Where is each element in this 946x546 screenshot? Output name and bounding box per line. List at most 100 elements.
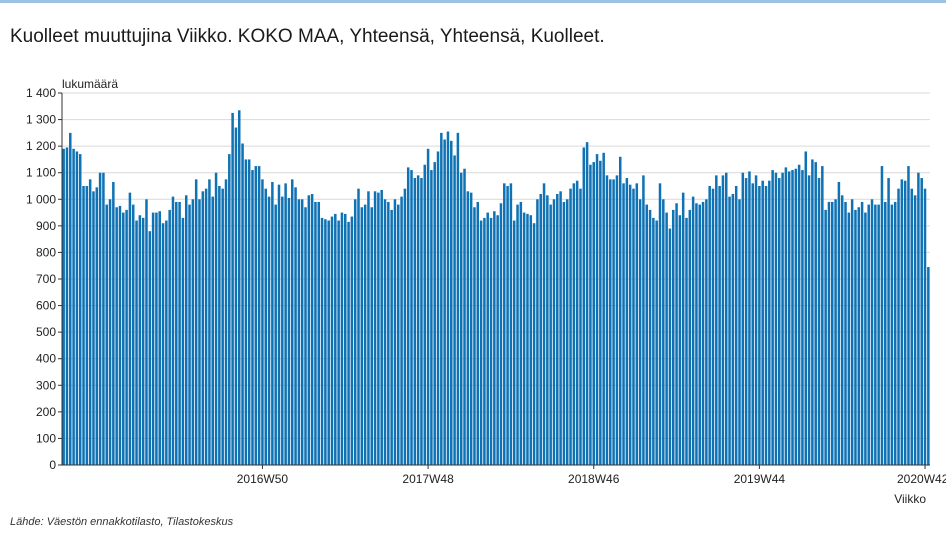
- bar: [781, 172, 784, 465]
- bar: [542, 183, 546, 465]
- bar: [744, 178, 748, 465]
- bar: [175, 201, 178, 465]
- bar: [433, 162, 436, 465]
- bar: [466, 191, 470, 465]
- bar: [128, 192, 132, 465]
- bar: [857, 207, 861, 465]
- bar: [251, 170, 254, 465]
- bar: [347, 221, 350, 465]
- bar: [304, 207, 307, 465]
- bar: [122, 212, 125, 465]
- bar: [489, 217, 493, 465]
- bar: [569, 188, 572, 465]
- bar: [390, 209, 393, 465]
- bar: [357, 188, 360, 465]
- bar: [493, 211, 496, 465]
- bar: [151, 212, 155, 465]
- bar: [363, 204, 367, 465]
- bar: [907, 166, 910, 465]
- bar: [844, 201, 847, 465]
- bar: [638, 199, 642, 466]
- bar: [436, 151, 440, 465]
- bar: [768, 180, 771, 465]
- bar: [257, 166, 261, 465]
- bar: [761, 180, 764, 465]
- bar: [367, 191, 370, 465]
- bar: [506, 186, 509, 465]
- bar: [854, 209, 857, 465]
- bar: [300, 199, 304, 466]
- y-tick-label: 600: [36, 299, 56, 313]
- bar: [78, 154, 82, 466]
- bar: [668, 228, 672, 465]
- bar: [423, 164, 427, 466]
- bar: [191, 199, 195, 466]
- bar: [708, 186, 711, 465]
- bar: [75, 151, 79, 465]
- bar: [397, 204, 400, 465]
- bar: [244, 159, 248, 465]
- bar: [675, 203, 678, 465]
- bar: [456, 132, 460, 466]
- bar: [814, 162, 817, 465]
- bar: [559, 191, 562, 465]
- bar: [754, 175, 758, 465]
- bar: [453, 155, 456, 465]
- bar: [287, 197, 291, 465]
- bar: [778, 178, 781, 465]
- axes: 0 100 200 300 400 500 600 700 800 900 1 000 1 100 1 …: [26, 86, 946, 486]
- bar: [784, 167, 788, 465]
- bar: [420, 178, 423, 465]
- bar: [877, 204, 880, 465]
- bar: [685, 217, 688, 465]
- bar: [556, 193, 559, 465]
- bar-chart: 0 100 200 300 400 500 600 700 800 900 1 000 1 100 1 …: [26, 77, 946, 506]
- bar: [748, 171, 751, 465]
- bar: [277, 184, 281, 466]
- bar: [234, 127, 238, 465]
- bar: [579, 188, 582, 465]
- bar: [509, 183, 513, 465]
- bar: [734, 186, 738, 465]
- bar: [155, 212, 158, 465]
- bar: [340, 212, 344, 465]
- bar: [711, 188, 715, 465]
- bar: [387, 201, 390, 465]
- bar: [430, 170, 433, 465]
- bar: [688, 209, 692, 465]
- bar: [612, 179, 615, 466]
- bar: [516, 204, 519, 465]
- bar: [400, 196, 403, 465]
- bar: [595, 154, 599, 466]
- bar: [725, 172, 728, 465]
- bar: [522, 212, 526, 465]
- bar: [377, 192, 380, 465]
- bar: [310, 193, 314, 465]
- bar: [483, 217, 486, 465]
- bar: [893, 201, 897, 465]
- bar: [125, 209, 128, 465]
- bars: [62, 110, 930, 466]
- bar: [698, 204, 701, 465]
- y-tick-label: 1 000: [26, 192, 56, 206]
- bar: [237, 110, 241, 466]
- bar: [476, 201, 480, 465]
- bar: [837, 182, 841, 465]
- bar: [797, 164, 801, 466]
- bar: [834, 199, 837, 466]
- bar: [241, 143, 244, 466]
- bar: [681, 192, 685, 465]
- bar: [264, 188, 267, 465]
- bar: [165, 220, 168, 465]
- bar: [552, 199, 556, 466]
- bar: [913, 195, 917, 466]
- bar: [330, 216, 334, 465]
- bar: [903, 180, 907, 465]
- bar: [817, 178, 821, 465]
- bar: [592, 162, 595, 465]
- y-axis-label: lukumäärä: [62, 77, 118, 91]
- bar: [426, 148, 430, 466]
- bar: [831, 201, 834, 465]
- bar: [645, 204, 648, 465]
- bar: [738, 199, 741, 466]
